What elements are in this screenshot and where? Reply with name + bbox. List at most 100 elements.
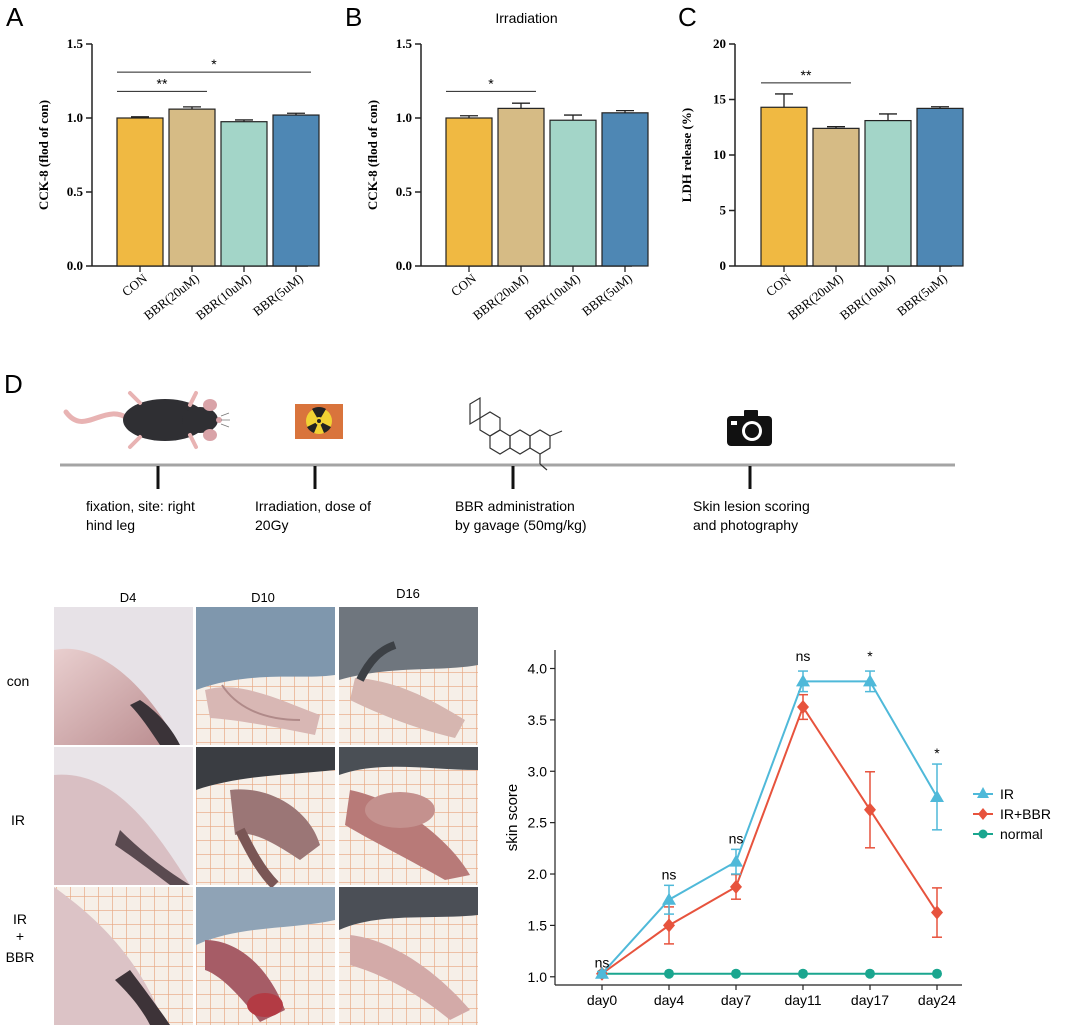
data-point-normal bbox=[865, 968, 875, 979]
photo-column-label: D10 bbox=[251, 590, 275, 605]
bar-con bbox=[116, 117, 164, 267]
photo-con-d10 bbox=[196, 607, 335, 745]
photo-row-label: IR bbox=[13, 911, 27, 927]
x-tick-label: BBR(10uM) bbox=[193, 271, 254, 323]
timeline-step-2-label: 20Gy bbox=[255, 517, 288, 533]
y-tick-label: 1.0 bbox=[67, 110, 83, 125]
photo-row-label: BBR bbox=[6, 949, 35, 965]
photo-con-d4 bbox=[54, 607, 193, 745]
bar-bbr-10um- bbox=[549, 119, 597, 267]
y-tick-label: 1.5 bbox=[396, 36, 413, 51]
y-tick-label: 15 bbox=[713, 92, 727, 107]
significance-annotation: ns bbox=[662, 866, 677, 882]
data-point-ir-bbr bbox=[931, 905, 943, 920]
timeline-step-2-label: Irradiation, dose of bbox=[255, 498, 371, 514]
legend-label: IR bbox=[1000, 786, 1014, 802]
significance-annotation: ns bbox=[796, 648, 811, 664]
x-tick-label: BBR(10uM) bbox=[837, 271, 898, 323]
y-axis-label: CCK-8 (flod of con) bbox=[365, 100, 380, 210]
y-axis-label: CCK-8 (flod of con) bbox=[36, 100, 51, 210]
significance-label: * bbox=[488, 75, 494, 91]
photo-irbbr-d4 bbox=[54, 887, 193, 1025]
y-tick-label: 5 bbox=[720, 203, 727, 218]
data-point-normal bbox=[932, 968, 942, 979]
bar-con bbox=[445, 117, 493, 267]
legend-label: IR+BBR bbox=[1000, 806, 1051, 822]
bar-con bbox=[760, 106, 808, 267]
bar-bbr-10um- bbox=[864, 119, 912, 267]
significance-label: ** bbox=[157, 75, 168, 91]
series-line-ir bbox=[601, 680, 938, 975]
bar-bbr-5um- bbox=[916, 107, 964, 267]
y-tick-label: 20 bbox=[713, 36, 726, 51]
y-tick-label: 2.5 bbox=[528, 815, 548, 831]
bar-bbr-5um- bbox=[272, 114, 320, 267]
y-tick-label: 0.0 bbox=[67, 258, 83, 273]
series-line-ir-bbr bbox=[601, 704, 938, 975]
photo-irbbr-d10 bbox=[196, 887, 335, 1025]
x-tick-label: day24 bbox=[918, 992, 956, 1008]
x-tick-label: CON bbox=[448, 270, 479, 299]
photo-con-d16 bbox=[339, 607, 478, 745]
timeline-step-1-label: hind leg bbox=[86, 517, 135, 533]
data-point-ir bbox=[930, 789, 944, 802]
y-tick-label: 4.0 bbox=[528, 660, 548, 676]
timeline-step-3-label: BBR administration bbox=[455, 498, 575, 514]
x-tick-label: day0 bbox=[587, 992, 618, 1008]
significance-annotation: * bbox=[867, 648, 873, 664]
data-point-normal bbox=[731, 968, 741, 979]
y-tick-label: 0.0 bbox=[396, 258, 412, 273]
x-tick-label: day17 bbox=[851, 992, 889, 1008]
x-tick-label: BBR(10uM) bbox=[522, 271, 583, 323]
photo-ir-d16 bbox=[339, 747, 478, 885]
camera-icon bbox=[727, 410, 772, 446]
x-tick-label: day11 bbox=[784, 992, 821, 1008]
data-point-ir bbox=[729, 854, 743, 867]
y-tick-label: 1.5 bbox=[528, 917, 548, 933]
panel-letter-b: B bbox=[345, 2, 362, 32]
x-tick-label: BBR(5uM) bbox=[579, 271, 635, 319]
y-tick-label: 10 bbox=[713, 147, 726, 162]
y-tick-label: 1.5 bbox=[67, 36, 84, 51]
bar-chart-a: 0.0 0.5 1.0 1.5 CCK-8 (flod of con) CONBBR(20… bbox=[36, 36, 320, 323]
x-tick-label: CON bbox=[119, 270, 150, 299]
bar-bbr-20um- bbox=[497, 107, 545, 267]
panel-letter-c: C bbox=[678, 2, 697, 32]
y-tick-label: 0.5 bbox=[396, 184, 413, 199]
legend-swatch-ir bbox=[977, 787, 989, 798]
photo-row-label: IR bbox=[11, 812, 25, 828]
x-tick-label: BBR(20uM) bbox=[785, 271, 846, 323]
experiment-timeline: fixation, site: right hind leg Irradiati… bbox=[60, 391, 955, 533]
y-tick-label: 3.0 bbox=[528, 763, 548, 779]
panel-letter-d: D bbox=[4, 369, 23, 399]
legend-swatch-normal bbox=[978, 829, 988, 839]
x-tick-label: BBR(20uM) bbox=[470, 271, 531, 323]
molecule-icon bbox=[469, 396, 563, 471]
panel-letter-a: A bbox=[6, 2, 24, 32]
legend-label: normal bbox=[1000, 826, 1043, 842]
radiation-icon bbox=[295, 404, 343, 439]
data-point-ir bbox=[662, 892, 676, 905]
bar-bbr-20um- bbox=[812, 127, 860, 267]
photo-ir-d10 bbox=[196, 747, 335, 889]
photo-grid: D4 D10 D16 con IR IR + BBR bbox=[6, 586, 478, 1025]
y-tick-label: 1.0 bbox=[528, 969, 548, 985]
chart-title: Irradiation bbox=[495, 10, 557, 26]
line-chart-skin-score: 1.0 1.5 2.0 2.5 3.0 3.5 4.0 skin score day0 day4 d… bbox=[504, 648, 1051, 1008]
y-tick-label: 3.5 bbox=[528, 712, 548, 728]
timeline-step-4-label: Skin lesion scoring bbox=[693, 498, 810, 514]
y-axis-label: skin score bbox=[504, 784, 521, 852]
significance-label: ** bbox=[801, 67, 812, 83]
data-point-ir bbox=[796, 674, 810, 687]
bar-bbr-20um- bbox=[168, 108, 216, 267]
photo-row-label: + bbox=[16, 928, 24, 944]
y-tick-label: 2.0 bbox=[528, 866, 548, 882]
x-tick-label: BBR(5uM) bbox=[894, 271, 950, 319]
data-point-ir bbox=[863, 674, 877, 687]
photo-ir-d4 bbox=[54, 747, 193, 885]
x-tick-label: day7 bbox=[721, 992, 752, 1008]
photo-column-label: D16 bbox=[396, 586, 420, 601]
photo-irbbr-d16 bbox=[339, 887, 478, 1025]
data-point-normal bbox=[664, 968, 674, 979]
y-tick-label: 0 bbox=[720, 258, 727, 273]
